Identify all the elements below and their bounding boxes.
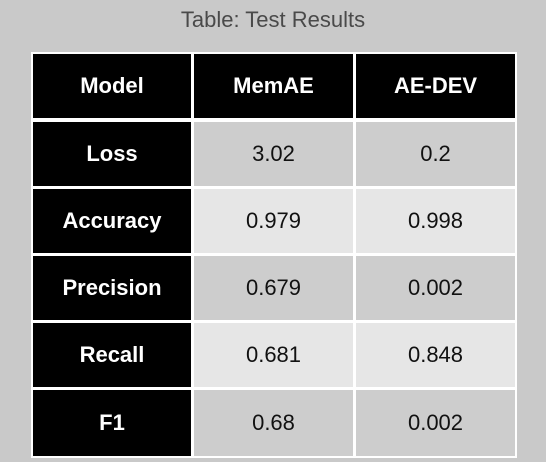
row-label-accuracy: Accuracy bbox=[33, 189, 191, 253]
header-cell-model: Model bbox=[33, 54, 191, 118]
row-label-recall: Recall bbox=[33, 323, 191, 387]
results-table: Model MemAE AE-DEV Loss 3.02 0.2 Accurac… bbox=[31, 52, 517, 458]
cell-f1-memae: 0.68 bbox=[194, 390, 353, 456]
row-label-f1: F1 bbox=[33, 390, 191, 456]
cell-loss-memae: 3.02 bbox=[194, 122, 353, 186]
cell-precision-memae: 0.679 bbox=[194, 256, 353, 320]
cell-accuracy-memae: 0.979 bbox=[194, 189, 353, 253]
header-cell-memae: MemAE bbox=[194, 54, 353, 118]
cell-recall-memae: 0.681 bbox=[194, 323, 353, 387]
cell-accuracy-aedev: 0.998 bbox=[356, 189, 515, 253]
cell-precision-aedev: 0.002 bbox=[356, 256, 515, 320]
cell-loss-aedev: 0.2 bbox=[356, 122, 515, 186]
header-cell-aedev: AE-DEV bbox=[356, 54, 515, 118]
cell-f1-aedev: 0.002 bbox=[356, 390, 515, 456]
cell-recall-aedev: 0.848 bbox=[356, 323, 515, 387]
row-label-loss: Loss bbox=[33, 122, 191, 186]
table-title: Table: Test Results bbox=[180, 7, 366, 32]
row-label-precision: Precision bbox=[33, 256, 191, 320]
